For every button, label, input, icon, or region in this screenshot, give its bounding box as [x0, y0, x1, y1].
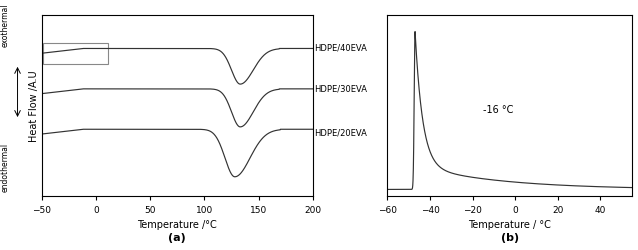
- Text: (b): (b): [501, 232, 519, 242]
- Text: HDPE/40EVA: HDPE/40EVA: [314, 44, 367, 52]
- Text: HDPE/20EVA: HDPE/20EVA: [314, 128, 367, 136]
- Y-axis label: Heat Flow /A.U: Heat Flow /A.U: [29, 70, 39, 142]
- X-axis label: Temperature / °C: Temperature / °C: [468, 220, 551, 230]
- Text: exothermal: exothermal: [1, 4, 10, 47]
- Text: endothermal: endothermal: [1, 142, 10, 191]
- Text: HDPE/30EVA: HDPE/30EVA: [314, 84, 367, 93]
- X-axis label: Temperature /°C: Temperature /°C: [137, 220, 217, 230]
- Bar: [43, 44, 108, 65]
- Text: (a): (a): [168, 232, 186, 242]
- Text: -16 °C: -16 °C: [483, 104, 514, 114]
